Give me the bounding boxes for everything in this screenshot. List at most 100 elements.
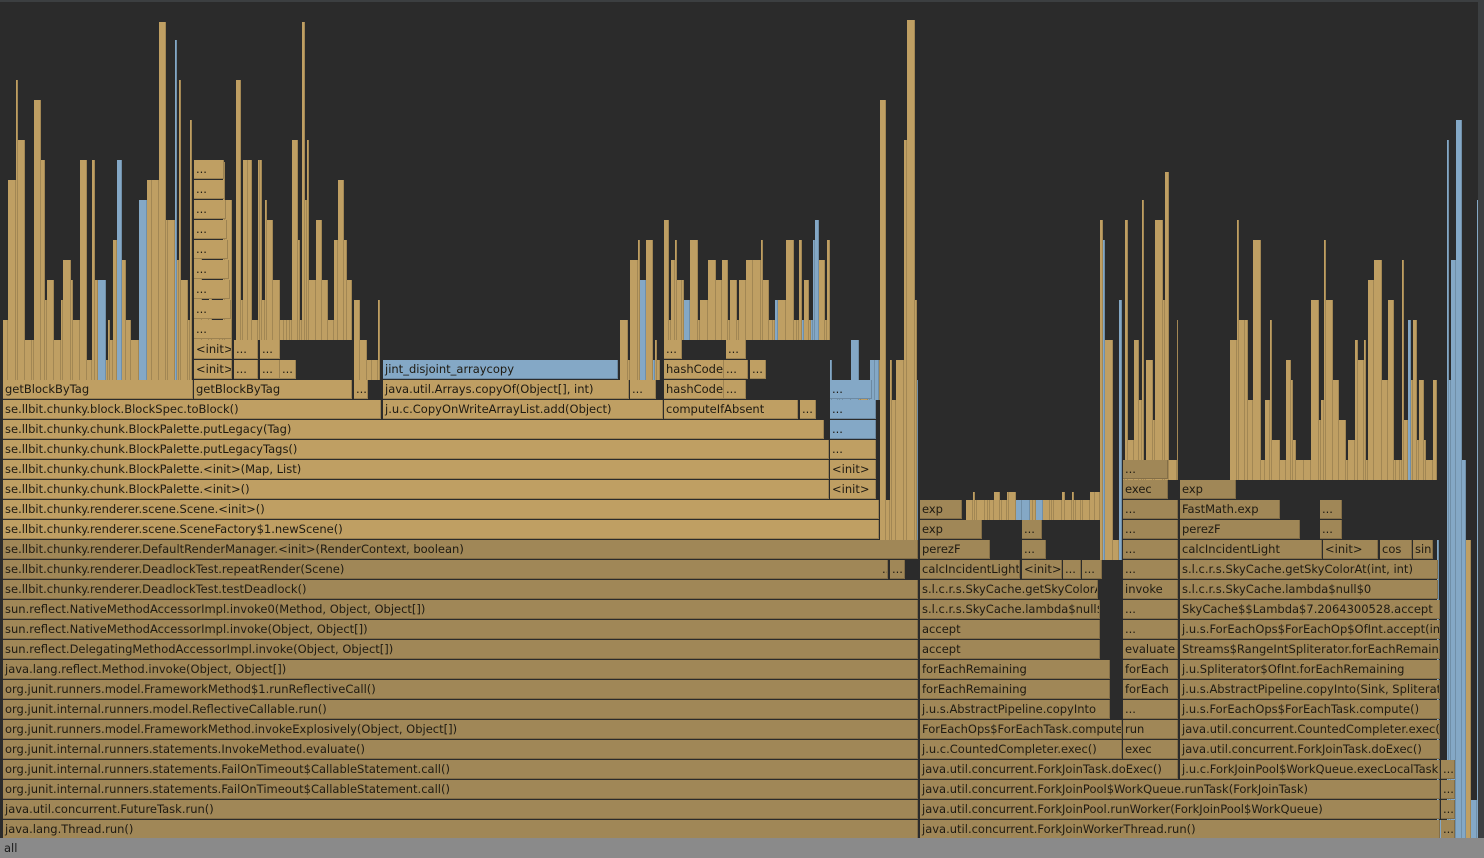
frame-sliver[interactable] bbox=[328, 320, 334, 340]
frame[interactable]: exp bbox=[920, 520, 982, 539]
frame-sliver[interactable] bbox=[763, 280, 769, 340]
frame-sliver[interactable] bbox=[1291, 380, 1293, 480]
frame[interactable]: j.u.s.AbstractPipeline.copyInto bbox=[920, 700, 1110, 719]
frame-sliver[interactable] bbox=[653, 360, 655, 380]
frame-sliver[interactable] bbox=[671, 260, 675, 340]
frame-sliver[interactable] bbox=[1265, 400, 1270, 480]
frame-sliver[interactable] bbox=[977, 500, 985, 520]
frame-sliver[interactable] bbox=[966, 500, 973, 520]
frame[interactable]: ... bbox=[1123, 600, 1178, 619]
frame[interactable]: ... bbox=[280, 360, 296, 379]
frame-sliver[interactable] bbox=[1076, 500, 1081, 520]
frame[interactable]: ... bbox=[1123, 520, 1178, 539]
frame[interactable]: ... bbox=[194, 180, 225, 199]
frame[interactable]: ... bbox=[1123, 540, 1178, 559]
frame-sliver[interactable] bbox=[175, 40, 177, 380]
frame[interactable]: ... bbox=[260, 340, 280, 359]
frame-sliver[interactable] bbox=[1043, 500, 1050, 520]
frame-sliver[interactable] bbox=[880, 100, 886, 540]
frame-sliver[interactable] bbox=[973, 492, 975, 520]
frame-sliver[interactable] bbox=[1062, 492, 1065, 520]
frame-sliver[interactable] bbox=[819, 260, 825, 340]
frame[interactable]: accept bbox=[920, 640, 1100, 659]
frame-sliver[interactable] bbox=[1374, 260, 1382, 480]
frame-sliver[interactable] bbox=[1165, 172, 1169, 480]
frame-sliver[interactable] bbox=[746, 260, 753, 340]
frame[interactable]: sin bbox=[1413, 540, 1433, 559]
frame[interactable]: ... bbox=[830, 420, 876, 439]
frame[interactable]: se.llbit.chunky.chunk.BlockPalette.putLe… bbox=[3, 440, 829, 459]
frame-sliver[interactable] bbox=[147, 180, 152, 380]
frame[interactable]: Streams$RangeIntSpliterator.forEachRemai… bbox=[1180, 640, 1440, 659]
frame-sliver[interactable] bbox=[1237, 220, 1239, 480]
frame[interactable]: hashCode bbox=[664, 380, 724, 399]
frame-sliver[interactable] bbox=[1074, 500, 1076, 520]
frame-sliver[interactable] bbox=[1433, 380, 1437, 480]
frame-sliver[interactable] bbox=[47, 280, 54, 380]
frame-sliver[interactable] bbox=[1125, 220, 1128, 480]
frame[interactable]: ... bbox=[726, 340, 746, 359]
frame[interactable]: ... bbox=[1123, 700, 1178, 719]
frame-sliver[interactable] bbox=[811, 320, 813, 340]
frame-sliver[interactable] bbox=[1030, 500, 1033, 520]
frame-sliver[interactable] bbox=[287, 320, 290, 340]
frame[interactable]: se.llbit.chunky.renderer.DeadlockTest.re… bbox=[3, 560, 888, 579]
frame-sliver[interactable] bbox=[1348, 440, 1355, 480]
frame-sliver[interactable] bbox=[273, 280, 280, 340]
frame-sliver[interactable] bbox=[298, 240, 300, 340]
frame-sliver[interactable] bbox=[1411, 380, 1413, 480]
frame[interactable]: ... bbox=[1320, 520, 1342, 539]
frame-sliver[interactable] bbox=[1119, 300, 1122, 560]
frame-sliver[interactable] bbox=[917, 380, 918, 540]
frame-sliver[interactable] bbox=[338, 180, 344, 340]
frame[interactable]: ... bbox=[800, 400, 816, 419]
frame[interactable]: cos bbox=[1380, 540, 1412, 559]
frame-sliver[interactable] bbox=[1368, 280, 1374, 480]
frame-sliver[interactable] bbox=[98, 280, 106, 380]
frame-sliver[interactable] bbox=[994, 492, 1000, 520]
frame-sliver[interactable] bbox=[108, 320, 110, 380]
frame[interactable]: j.u.s.ForEachOps$ForEachTask.compute() bbox=[1180, 700, 1440, 719]
frame-sliver[interactable] bbox=[177, 260, 179, 380]
frame[interactable]: ... bbox=[1022, 520, 1042, 539]
frame-sliver[interactable] bbox=[1033, 500, 1036, 520]
frame-sliver[interactable] bbox=[1036, 500, 1043, 520]
frame[interactable]: java.lang.reflect.Method.invoke(Object, … bbox=[3, 660, 918, 679]
frame-sliver[interactable] bbox=[168, 220, 175, 380]
frame[interactable]: getBlockByTag bbox=[3, 380, 193, 399]
frame-sliver[interactable] bbox=[1142, 200, 1144, 480]
frame[interactable]: j.u.s.ForEachOps$ForEachOp$OfInt.accept(… bbox=[1180, 620, 1440, 639]
frame-sliver[interactable] bbox=[1054, 500, 1062, 520]
frame-sliver[interactable] bbox=[886, 500, 890, 540]
frame[interactable]: ... bbox=[1063, 560, 1081, 579]
frame[interactable]: se.llbit.chunky.renderer.DeadlockTest.te… bbox=[3, 580, 918, 599]
frame-sliver[interactable] bbox=[890, 360, 892, 540]
frame-sliver[interactable] bbox=[347, 280, 352, 340]
frame[interactable]: s.l.c.r.s.SkyCache.lambda$null$0 bbox=[1180, 580, 1438, 599]
frame-sliver[interactable] bbox=[1366, 460, 1368, 480]
frame-sliver[interactable] bbox=[1155, 220, 1163, 480]
frame-sliver[interactable] bbox=[1321, 400, 1324, 480]
frame-sliver[interactable] bbox=[1451, 260, 1456, 840]
frame-sliver[interactable] bbox=[669, 320, 671, 340]
frame[interactable]: se.llbit.chunky.block.BlockSpec.toBlock(… bbox=[3, 400, 381, 419]
frame[interactable]: forEachRemaining bbox=[920, 660, 1110, 679]
frame-sliver[interactable] bbox=[344, 240, 347, 340]
frame[interactable]: org.junit.internal.runners.statements.In… bbox=[3, 740, 918, 759]
frame-sliver[interactable] bbox=[258, 160, 260, 340]
frame-sliver[interactable] bbox=[646, 240, 653, 380]
frame[interactable]: calcIncidentLight bbox=[1180, 540, 1322, 559]
frame-sliver[interactable] bbox=[1402, 260, 1404, 480]
frame-sliver[interactable] bbox=[737, 320, 739, 340]
frame-sliver[interactable] bbox=[110, 340, 113, 380]
frame[interactable]: ... bbox=[260, 360, 280, 379]
frame-sliver[interactable] bbox=[92, 160, 95, 380]
frame-sliver[interactable] bbox=[682, 280, 684, 340]
frame[interactable]: sun.reflect.NativeMethodAccessorImpl.inv… bbox=[3, 600, 918, 619]
frame-sliver[interactable] bbox=[126, 320, 131, 380]
frame-sliver[interactable] bbox=[1471, 800, 1477, 840]
frame-sliver[interactable] bbox=[1326, 300, 1333, 480]
frame-sliver[interactable] bbox=[1404, 420, 1408, 480]
frame-sliver[interactable] bbox=[630, 260, 638, 380]
